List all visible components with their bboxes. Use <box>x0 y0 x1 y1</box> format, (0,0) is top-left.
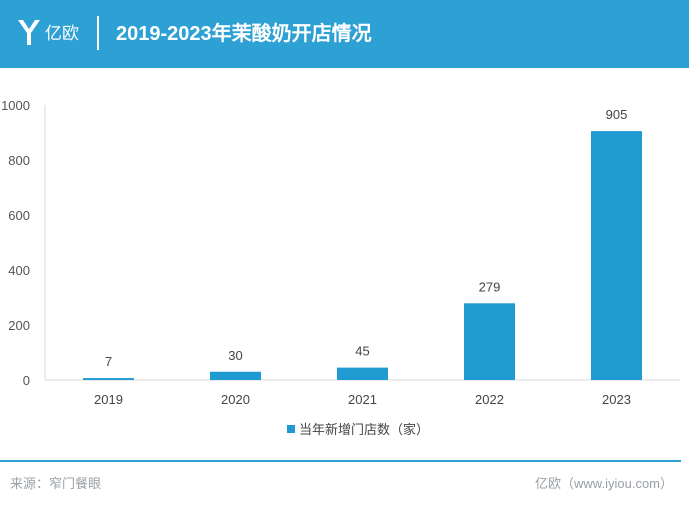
bar-2019 <box>83 378 134 380</box>
y-tick-label: 0 <box>23 373 30 388</box>
x-tick-label-2023: 2023 <box>602 392 631 407</box>
header-divider <box>97 16 99 50</box>
data-label-2022: 279 <box>479 279 501 294</box>
data-label-2023: 905 <box>606 107 628 122</box>
y-tick-label: 600 <box>8 208 30 223</box>
footer-divider <box>0 460 681 462</box>
bar-2020 <box>210 371 261 380</box>
legend-label: 当年新增门店数（家） <box>299 422 429 437</box>
source-note: 来源：窄门餐眼 <box>10 476 102 491</box>
y-tick-label: 1000 <box>1 98 30 113</box>
x-tick-label-2021: 2021 <box>348 392 377 407</box>
data-label-2019: 7 <box>105 354 112 369</box>
bar-2023 <box>591 131 642 380</box>
y-tick-label: 800 <box>8 153 30 168</box>
data-label-2020: 30 <box>228 348 242 363</box>
y-tick-label: 200 <box>8 318 30 333</box>
bar-chart: 0 200 400 600 800 1000 7 2019 30 2020 45 2021 279 202… <box>1 98 680 437</box>
y-tick-label: 400 <box>8 263 30 278</box>
legend-swatch <box>287 425 295 433</box>
header-banner: 亿欧 2019-2023年茉酸奶开店情况 <box>0 0 689 68</box>
x-tick-label-2022: 2022 <box>475 392 504 407</box>
yiou-logo-icon <box>18 20 40 45</box>
bar-2022 <box>464 303 515 380</box>
bar-2021 <box>337 367 388 380</box>
data-label-2021: 45 <box>355 344 369 359</box>
page-title: 2019-2023年茉酸奶开店情况 <box>116 23 372 45</box>
footer-brand: 亿欧（www.iyiou.com） <box>535 476 673 491</box>
x-tick-label-2020: 2020 <box>221 392 250 407</box>
logo-text: 亿欧 <box>45 24 79 43</box>
x-tick-label-2019: 2019 <box>94 392 123 407</box>
